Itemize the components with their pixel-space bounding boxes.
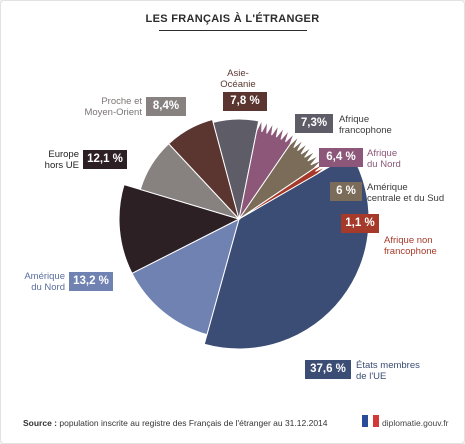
pie-slice-francophone-africa <box>212 118 260 220</box>
pie-slice-non-francophone-africa <box>238 163 327 220</box>
chart-title: LES FRANÇAIS À L'ÉTRANGER <box>145 13 320 25</box>
slice-value-eu: 37,6 % <box>305 360 351 379</box>
slice-value-europe-non-eu: 12,1 % <box>83 150 127 169</box>
slice-value-north-america: 13,2 % <box>69 272 113 291</box>
tricolor-flag-logo <box>362 415 379 427</box>
site-logo-text: diplomatie.gouv.fr <box>382 418 449 428</box>
slice-value-asia-oceania: 7,8 % <box>223 92 267 111</box>
slice-value-middle-east: 8,4% <box>146 97 186 116</box>
source-text: population inscrite au registre des Fran… <box>57 418 328 428</box>
pie-slice-europe-non-eu <box>118 183 241 275</box>
slice-value-latin-america: 6 % <box>330 182 362 201</box>
pie-slice-north-america <box>131 218 240 336</box>
slice-label-francophone-africa: Afrique francophone <box>339 114 392 136</box>
pie-slice-asia-oceania <box>167 118 240 220</box>
slice-label-latin-america: Amérique centrale et du Sud <box>367 182 445 204</box>
pie-slice-eu <box>203 153 370 350</box>
slice-label-europe-non-eu: Europe hors UE <box>44 149 79 171</box>
slice-label-middle-east: Proche et Moyen-Orient <box>84 96 142 118</box>
slice-value-non-francophone-africa: 1,1 % <box>341 214 379 233</box>
pie-slice-north-africa <box>238 119 295 220</box>
pie-slice-latin-america <box>238 136 323 220</box>
source-note: Source : population inscrite au registre… <box>23 418 328 428</box>
slice-label-north-africa: Afrique du Nord <box>367 148 401 170</box>
slice-value-north-africa: 6,4 % <box>319 148 363 167</box>
slice-label-non-francophone-africa: Afrique non francophone <box>384 235 437 257</box>
slice-label-north-america: Amérique du Nord <box>24 271 65 293</box>
title-underline <box>159 30 307 31</box>
slice-value-francophone-africa: 7,3% <box>295 114 333 133</box>
source-label: Source : <box>23 418 58 428</box>
slice-label-eu: États membres de l'UE <box>356 360 420 382</box>
slice-label-asia-oceania: Asie- Océanie <box>220 68 256 90</box>
pie-chart <box>118 118 370 350</box>
